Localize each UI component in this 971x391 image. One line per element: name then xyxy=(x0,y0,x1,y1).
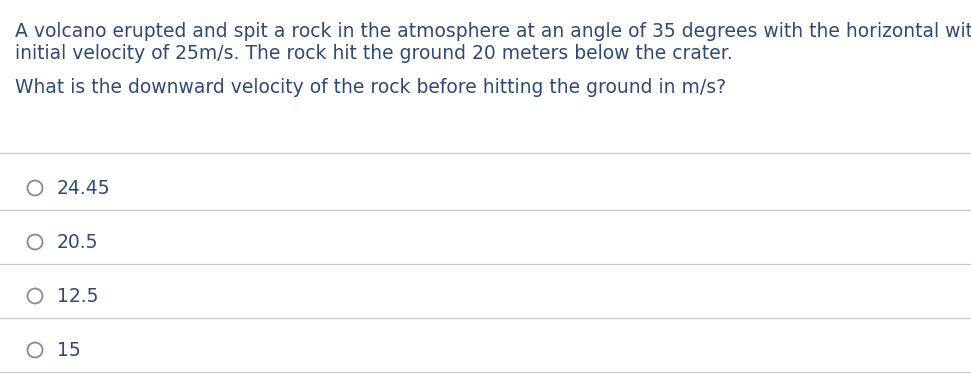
Text: A volcano erupted and spit a rock in the atmosphere at an angle of 35 degrees wi: A volcano erupted and spit a rock in the… xyxy=(15,22,971,41)
Text: 12.5: 12.5 xyxy=(57,287,98,305)
Text: 20.5: 20.5 xyxy=(57,233,98,251)
Text: initial velocity of 25m/s. The rock hit the ground 20 meters below the crater.: initial velocity of 25m/s. The rock hit … xyxy=(15,44,733,63)
Text: What is the downward velocity of the rock before hitting the ground in m/s?: What is the downward velocity of the roc… xyxy=(15,78,726,97)
Text: 24.45: 24.45 xyxy=(57,179,111,197)
Text: 15: 15 xyxy=(57,341,81,359)
